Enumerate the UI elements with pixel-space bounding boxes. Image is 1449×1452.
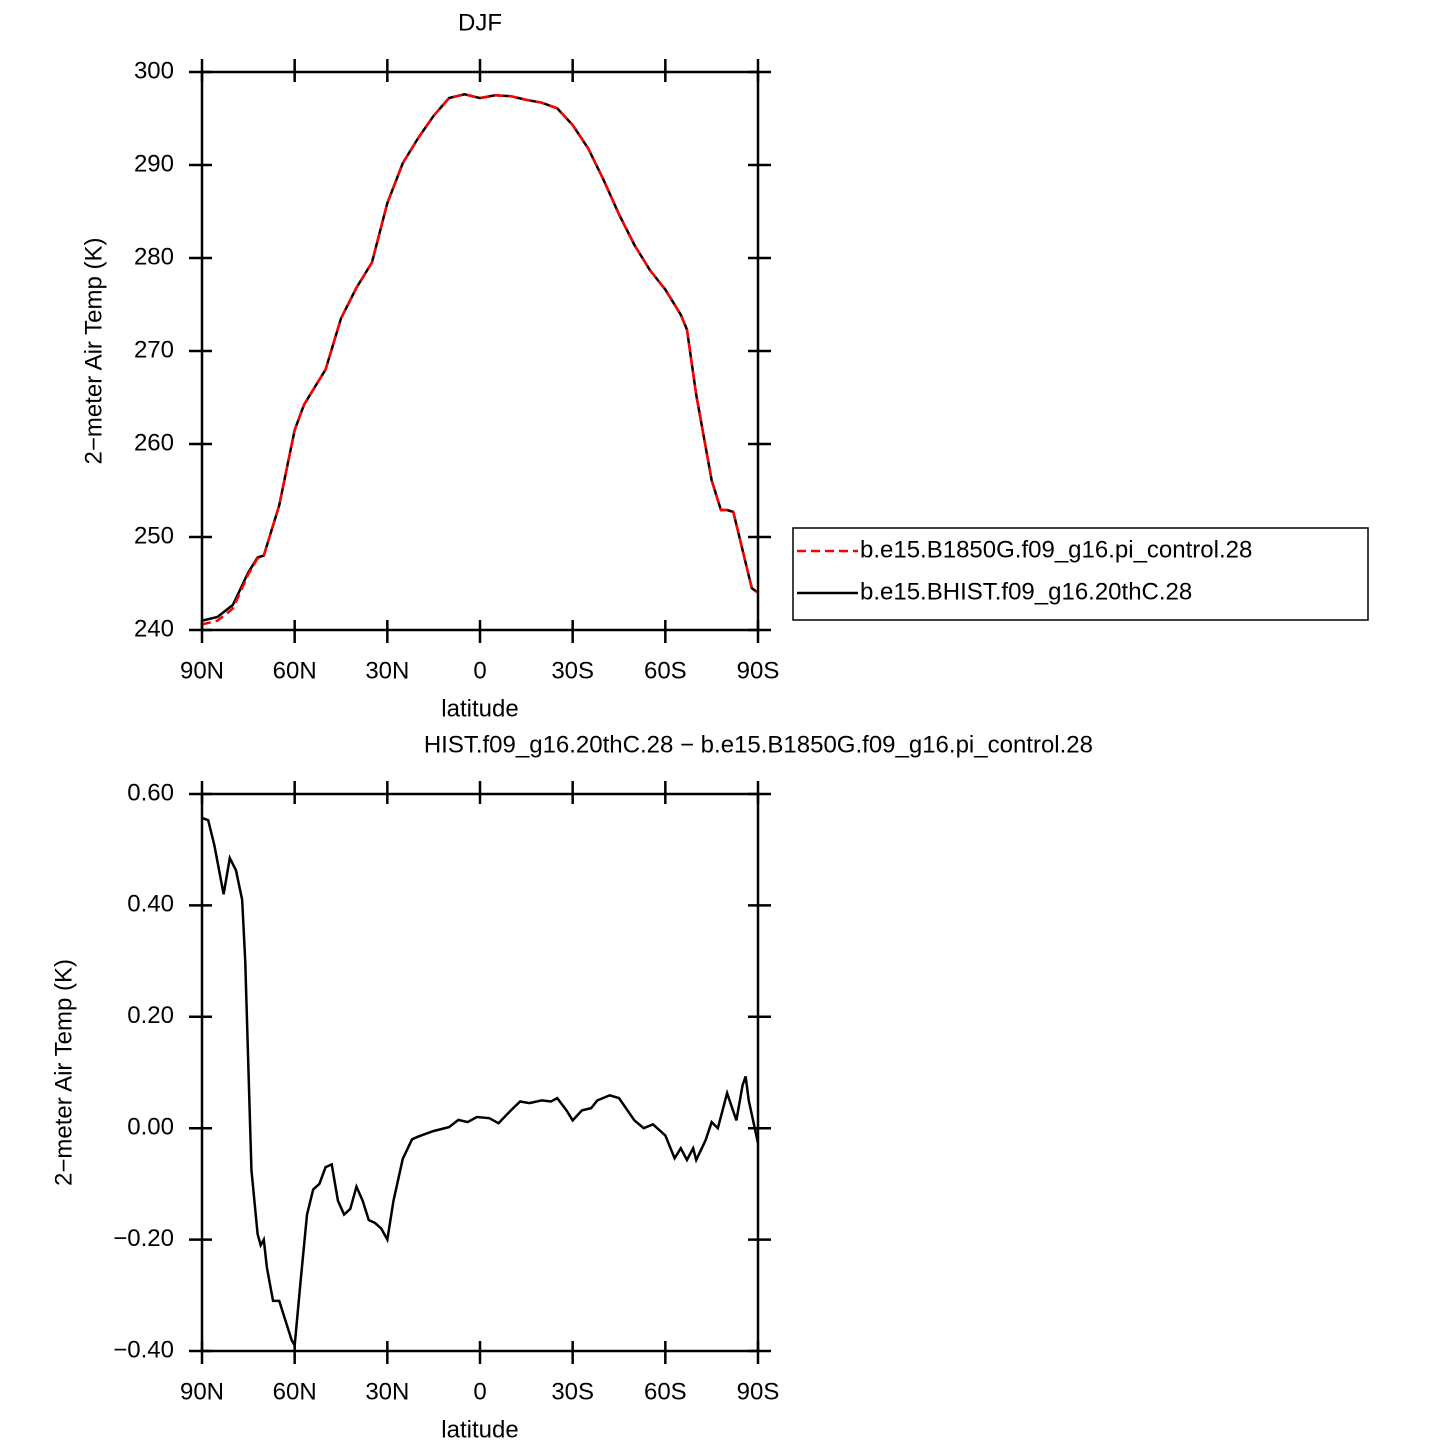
chart-title: HIST.f09_g16.20thC.28 − b.e15.B1850G.f09…: [424, 731, 1093, 758]
y-tick-label: 260: [134, 429, 174, 456]
x-tick-label: 0: [473, 657, 486, 684]
y-tick-label: 250: [134, 522, 174, 549]
x-tick-label: 60N: [273, 1378, 317, 1405]
y-axis-label: 2−meter Air Temp (K): [80, 238, 107, 465]
x-tick-label: 60S: [644, 657, 687, 684]
y-tick-label: 0.40: [127, 891, 174, 918]
y-axis-label: 2−meter Air Temp (K): [50, 959, 77, 1186]
x-tick-label: 30N: [365, 1378, 409, 1405]
chart-title: DJF: [458, 9, 502, 36]
y-tick-label: 240: [134, 615, 174, 642]
y-tick-label: 290: [134, 150, 174, 177]
y-tick-label: 300: [134, 57, 174, 84]
legend-box: [792, 527, 1369, 621]
y-tick-label: −0.20: [113, 1225, 174, 1252]
x-tick-label: 60S: [644, 1378, 687, 1405]
legend-label: b.e15.B1850G.f09_g16.pi_control.28: [860, 536, 1252, 563]
plot-frame: [200, 70, 760, 632]
y-tick-label: 0.00: [127, 1114, 174, 1141]
y-tick-label: 280: [134, 243, 174, 270]
legend-label: b.e15.BHIST.f09_g16.20thC.28: [860, 578, 1192, 605]
y-tick-label: −0.40: [113, 1336, 174, 1363]
x-tick-label: 30N: [365, 657, 409, 684]
x-tick-label: 90S: [737, 1378, 780, 1405]
plot-frame: [200, 792, 760, 1353]
x-tick-label: 0: [473, 1378, 486, 1405]
x-tick-label: 30S: [551, 657, 594, 684]
x-tick-label: 90S: [737, 657, 780, 684]
x-tick-label: 30S: [551, 1378, 594, 1405]
data-line: [201, 816, 760, 1350]
data-line: [201, 93, 759, 622]
y-tick-label: 270: [134, 336, 174, 363]
y-tick-label: 0.60: [127, 779, 174, 806]
x-tick-label: 90N: [180, 657, 224, 684]
x-tick-label: 60N: [273, 657, 317, 684]
data-line: [201, 93, 759, 626]
x-tick-label: 90N: [180, 1378, 224, 1405]
x-axis-label: latitude: [441, 695, 518, 722]
y-tick-label: 0.20: [127, 1002, 174, 1029]
x-axis-label: latitude: [441, 1416, 518, 1443]
